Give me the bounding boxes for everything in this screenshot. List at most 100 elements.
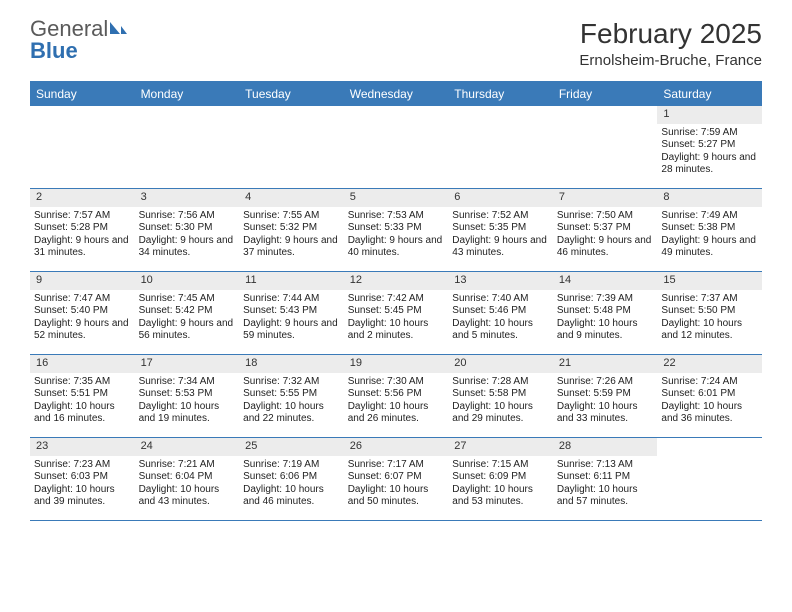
day-number: 8 (657, 189, 762, 207)
day-sunrise: Sunrise: 7:17 AM (348, 459, 445, 472)
day-sunset: Sunset: 5:33 PM (348, 222, 445, 235)
day-daylight: Daylight: 10 hours and 9 minutes. (557, 318, 654, 343)
day-number: 27 (448, 438, 553, 456)
day-cell: 28Sunrise: 7:13 AMSunset: 6:11 PMDayligh… (553, 438, 658, 520)
weekday-thursday: Thursday (448, 82, 553, 106)
day-cell: 15Sunrise: 7:37 AMSunset: 5:50 PMDayligh… (657, 272, 762, 354)
day-sunrise: Sunrise: 7:23 AM (34, 459, 131, 472)
day-cell: 5Sunrise: 7:53 AMSunset: 5:33 PMDaylight… (344, 189, 449, 271)
week-row: 23Sunrise: 7:23 AMSunset: 6:03 PMDayligh… (30, 438, 762, 521)
day-daylight: Daylight: 9 hours and 34 minutes. (139, 235, 236, 260)
day-number: 17 (135, 355, 240, 373)
day-number: 10 (135, 272, 240, 290)
day-sunset: Sunset: 5:38 PM (661, 222, 758, 235)
day-daylight: Daylight: 9 hours and 28 minutes. (661, 152, 758, 177)
day-cell (30, 106, 135, 188)
day-sunrise: Sunrise: 7:53 AM (348, 210, 445, 223)
day-sunset: Sunset: 6:09 PM (452, 471, 549, 484)
day-sunset: Sunset: 5:48 PM (557, 305, 654, 318)
day-daylight: Daylight: 10 hours and 46 minutes. (243, 484, 340, 509)
week-row: 16Sunrise: 7:35 AMSunset: 5:51 PMDayligh… (30, 355, 762, 438)
day-cell: 14 Sunrise: 7:39 AMSunset: 5:48 PMDayligh… (553, 272, 658, 354)
day-sunset: Sunset: 5:51 PM (34, 388, 131, 401)
day-sunset: Sunset: 5:40 PM (34, 305, 131, 318)
day-sunrise: Sunrise: 7:59 AM (661, 127, 758, 140)
weekday-saturday: Saturday (657, 82, 762, 106)
day-number: 18 (239, 355, 344, 373)
day-sunrise: Sunrise: 7:30 AM (348, 376, 445, 389)
day-cell: 26Sunrise: 7:17 AMSunset: 6:07 PMDayligh… (344, 438, 449, 520)
day-cell: 9Sunrise: 7:47 AMSunset: 5:40 PMDaylight… (30, 272, 135, 354)
day-number: 6 (448, 189, 553, 207)
weekday-sunday: Sunday (30, 82, 135, 106)
day-daylight: Daylight: 9 hours and 37 minutes. (243, 235, 340, 260)
day-cell: 20Sunrise: 7:28 AMSunset: 5:58 PMDayligh… (448, 355, 553, 437)
day-cell: 25Sunrise: 7:19 AMSunset: 6:06 PMDayligh… (239, 438, 344, 520)
day-cell: 2Sunrise: 7:57 AMSunset: 5:28 PMDaylight… (30, 189, 135, 271)
day-cell: 1Sunrise: 7:59 AMSunset: 5:27 PMDaylight… (657, 106, 762, 188)
day-number: 13 (448, 272, 553, 290)
day-cell: 8Sunrise: 7:49 AMSunset: 5:38 PMDaylight… (657, 189, 762, 271)
day-sunrise: Sunrise: 7:15 AM (452, 459, 549, 472)
day-sunset: Sunset: 5:43 PM (243, 305, 340, 318)
day-cell: 6Sunrise: 7:52 AMSunset: 5:35 PMDaylight… (448, 189, 553, 271)
day-daylight: Daylight: 10 hours and 33 minutes. (557, 401, 654, 426)
day-sunrise: Sunrise: 7:19 AM (243, 459, 340, 472)
day-sunset: Sunset: 5:37 PM (557, 222, 654, 235)
week-row: 2Sunrise: 7:57 AMSunset: 5:28 PMDaylight… (30, 189, 762, 272)
day-sunrise: Sunrise: 7:44 AM (243, 293, 340, 306)
day-sunrise: Sunrise: 7:50 AM (557, 210, 654, 223)
day-sunset: Sunset: 6:03 PM (34, 471, 131, 484)
day-number: 24 (135, 438, 240, 456)
day-daylight: Daylight: 10 hours and 36 minutes. (661, 401, 758, 426)
day-cell: 11Sunrise: 7:44 AMSunset: 5:43 PMDayligh… (239, 272, 344, 354)
day-number: 11 (239, 272, 344, 290)
day-cell: 27Sunrise: 7:15 AMSunset: 6:09 PMDayligh… (448, 438, 553, 520)
title-block: February 2025 Ernolsheim-Bruche, France (579, 18, 762, 69)
day-sunset: Sunset: 5:50 PM (661, 305, 758, 318)
weekday-wednesday: Wednesday (344, 82, 449, 106)
day-sunset: Sunset: 6:11 PM (557, 471, 654, 484)
day-sunrise: Sunrise: 7:21 AM (139, 459, 236, 472)
day-sunset: Sunset: 6:04 PM (139, 471, 236, 484)
day-sunrise: Sunrise: 7:47 AM (34, 293, 131, 306)
day-sunset: Sunset: 5:32 PM (243, 222, 340, 235)
day-sunrise: Sunrise: 7:39 AM (557, 293, 654, 306)
day-cell: 17Sunrise: 7:34 AMSunset: 5:53 PMDayligh… (135, 355, 240, 437)
day-cell (239, 106, 344, 188)
day-number: 28 (553, 438, 658, 456)
logo-text-wrap: General Blue (30, 18, 128, 62)
day-sunset: Sunset: 5:56 PM (348, 388, 445, 401)
day-cell: 3Sunrise: 7:56 AMSunset: 5:30 PMDaylight… (135, 189, 240, 271)
day-number: 14 (553, 272, 658, 290)
day-cell: 10Sunrise: 7:45 AMSunset: 5:42 PMDayligh… (135, 272, 240, 354)
day-daylight: Daylight: 9 hours and 46 minutes. (557, 235, 654, 260)
day-cell: 19Sunrise: 7:30 AMSunset: 5:56 PMDayligh… (344, 355, 449, 437)
day-sunset: Sunset: 6:06 PM (243, 471, 340, 484)
weekday-friday: Friday (553, 82, 658, 106)
day-number: 20 (448, 355, 553, 373)
day-daylight: Daylight: 10 hours and 2 minutes. (348, 318, 445, 343)
weeks-container: 1Sunrise: 7:59 AMSunset: 5:27 PMDaylight… (30, 106, 762, 521)
weekday-tuesday: Tuesday (239, 82, 344, 106)
day-cell (135, 106, 240, 188)
day-daylight: Daylight: 9 hours and 43 minutes. (452, 235, 549, 260)
day-number: 2 (30, 189, 135, 207)
day-sunset: Sunset: 5:55 PM (243, 388, 340, 401)
day-sunset: Sunset: 5:27 PM (661, 139, 758, 152)
logo: General Blue (30, 18, 128, 62)
day-cell: 13Sunrise: 7:40 AMSunset: 5:46 PMDayligh… (448, 272, 553, 354)
day-cell: 24Sunrise: 7:21 AMSunset: 6:04 PMDayligh… (135, 438, 240, 520)
day-number: 15 (657, 272, 762, 290)
day-sunrise: Sunrise: 7:55 AM (243, 210, 340, 223)
day-number: 22 (657, 355, 762, 373)
day-sunset: Sunset: 6:01 PM (661, 388, 758, 401)
day-daylight: Daylight: 10 hours and 5 minutes. (452, 318, 549, 343)
day-number: 4 (239, 189, 344, 207)
weekday-monday: Monday (135, 82, 240, 106)
day-sunset: Sunset: 5:59 PM (557, 388, 654, 401)
page-title: February 2025 (579, 18, 762, 50)
week-row: 9Sunrise: 7:47 AMSunset: 5:40 PMDaylight… (30, 272, 762, 355)
day-daylight: Daylight: 10 hours and 26 minutes. (348, 401, 445, 426)
day-sunrise: Sunrise: 7:37 AM (661, 293, 758, 306)
